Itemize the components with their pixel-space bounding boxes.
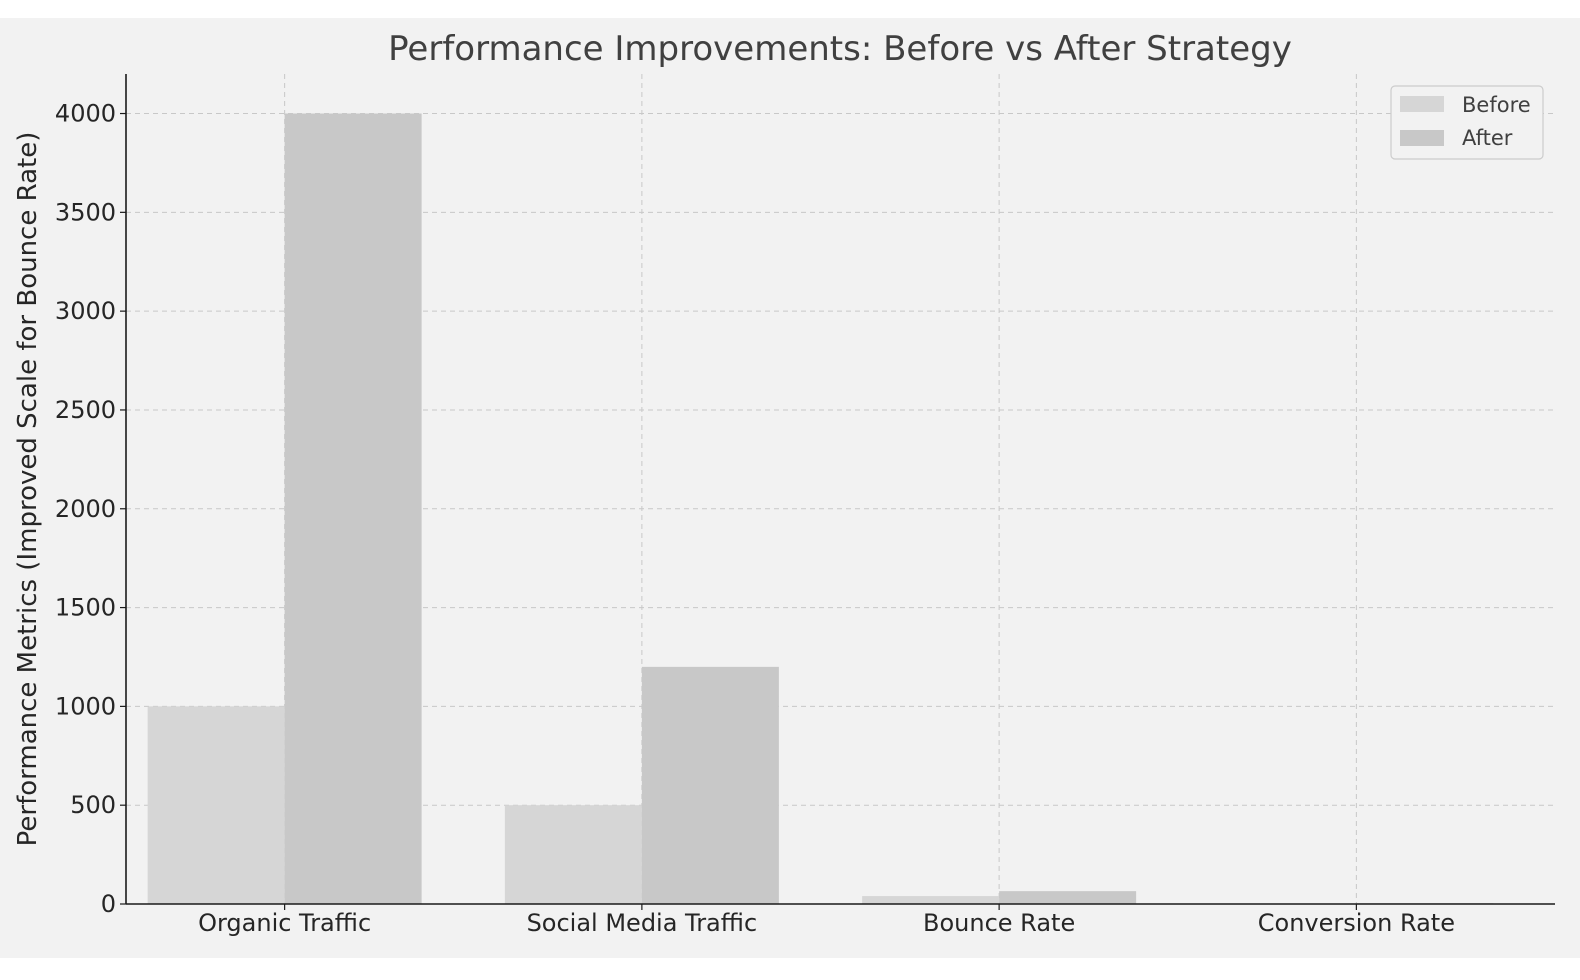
y-tick-label: 2000 bbox=[55, 495, 116, 523]
y-tick-label: 500 bbox=[70, 791, 116, 819]
x-tick-label: Social Media Traffic bbox=[527, 909, 758, 937]
x-ticks: Organic Traffic Social Media Traffic Bounc… bbox=[198, 904, 1455, 937]
y-tick-label: 1000 bbox=[55, 692, 116, 720]
legend-swatch-before bbox=[1400, 96, 1444, 112]
bars bbox=[147, 113, 1494, 905]
legend-label-before: Before bbox=[1462, 93, 1531, 117]
y-tick-label: 4000 bbox=[55, 100, 116, 128]
bar-before-bounce-rate bbox=[862, 896, 1000, 904]
chart-title: Performance Improvements: Before vs Afte… bbox=[388, 29, 1292, 69]
x-tick-label: Conversion Rate bbox=[1258, 909, 1455, 937]
y-tick-label: 0 bbox=[101, 890, 116, 918]
y-tick-label: 2500 bbox=[55, 396, 116, 424]
y-axis-label: Performance Metrics (Improved Scale for … bbox=[13, 132, 43, 847]
bar-after-organic-traffic bbox=[284, 113, 422, 905]
bar-after-bounce-rate bbox=[999, 891, 1137, 904]
bar-chart: 0 500 1000 1500 2000 2500 3000 3500 4000 Organic… bbox=[13, 29, 1555, 937]
x-tick-label: Bounce Rate bbox=[923, 909, 1075, 937]
chart-panel: 0 500 1000 1500 2000 2500 3000 3500 4000 Organic… bbox=[0, 18, 1580, 958]
y-tick-label: 1500 bbox=[55, 594, 116, 622]
y-tick-label: 3500 bbox=[55, 198, 116, 226]
bar-after-social-media-traffic bbox=[641, 666, 779, 904]
legend: Before After bbox=[1390, 85, 1544, 160]
bar-before-social-media-traffic bbox=[504, 805, 642, 904]
legend-label-after: After bbox=[1462, 126, 1513, 150]
y-ticks: 0 500 1000 1500 2000 2500 3000 3500 4000 bbox=[55, 100, 126, 918]
legend-swatch-after bbox=[1400, 130, 1444, 146]
bar-before-organic-traffic bbox=[147, 706, 285, 904]
y-tick-label: 3000 bbox=[55, 297, 116, 325]
x-tick-label: Organic Traffic bbox=[198, 909, 371, 937]
